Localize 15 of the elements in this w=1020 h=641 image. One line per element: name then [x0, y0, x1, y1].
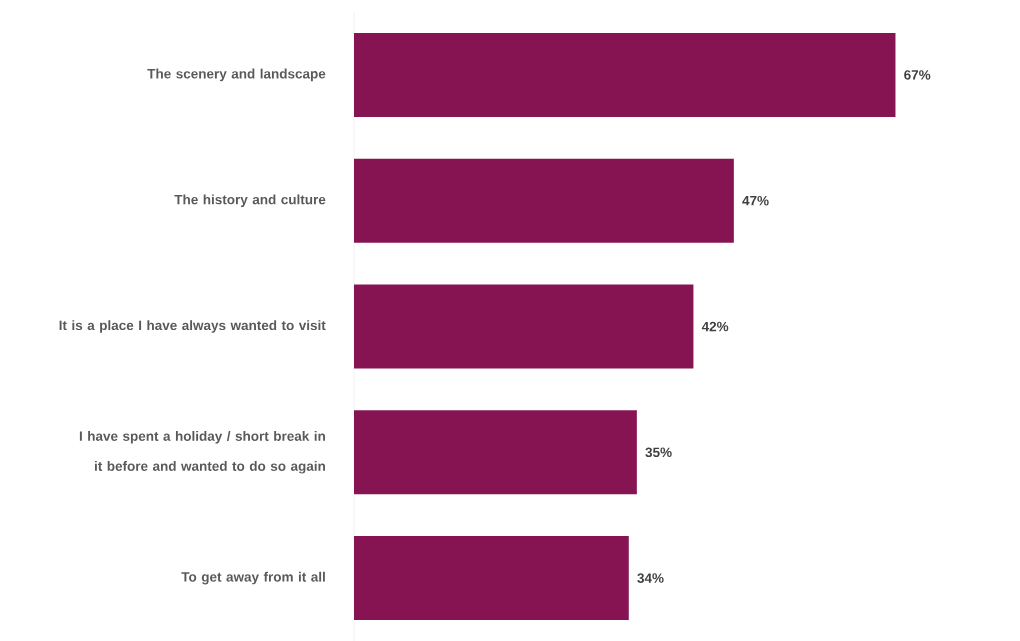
data-label: 67% [904, 70, 931, 80]
category-label: I have spent a holiday / short break in it before and wanted to do so again [79, 430, 325, 474]
bar [354, 410, 637, 495]
bar [354, 32, 896, 117]
data-label: 35% [645, 447, 672, 457]
data-label: 47% [742, 195, 769, 206]
y-tick-label: To get away from it all [181, 571, 325, 585]
bar [354, 284, 694, 369]
data-label: 34% [637, 573, 664, 583]
bar [354, 158, 734, 243]
y-tick-label: The scenery and landscape [147, 68, 326, 82]
y-tick-label: It is a place I have always wanted to visit [59, 320, 326, 333]
bar [354, 536, 629, 620]
y-tick-label: The history and culture [174, 194, 326, 207]
data-label: 42% [701, 321, 729, 332]
